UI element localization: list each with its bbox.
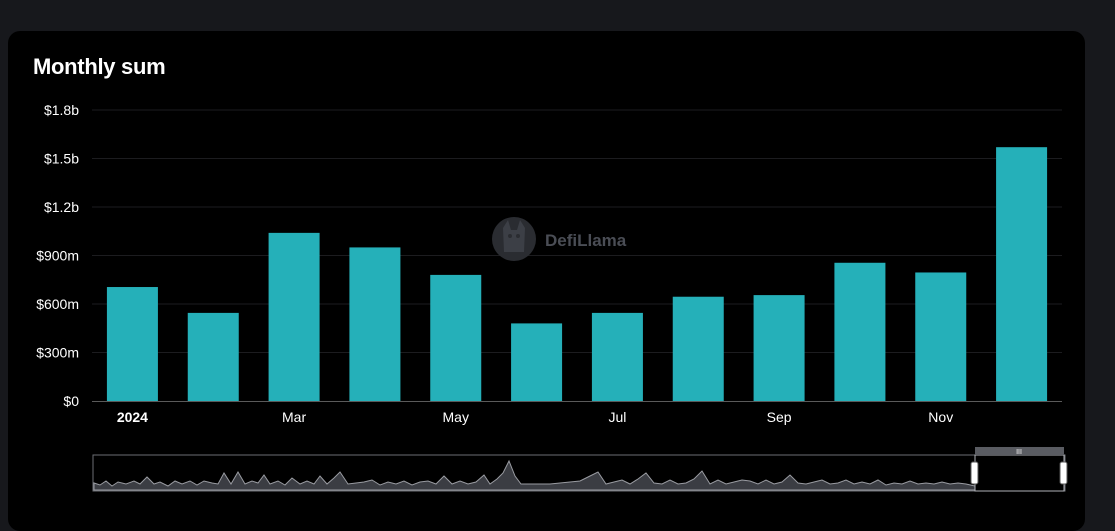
bar-2024-04[interactable]: [349, 247, 401, 401]
chart-title: Monthly sum: [33, 54, 166, 79]
y-axis-labels: $0 $300m $600m $900m $1.2b $1.5b $1.8b: [36, 102, 79, 409]
y-tick-label: $600m: [36, 296, 79, 312]
bar-2024-01[interactable]: [106, 287, 158, 401]
x-tick-label: 2024: [117, 409, 148, 425]
bar-2024-03[interactable]: [268, 232, 320, 401]
y-tick-label: $0: [63, 393, 79, 409]
bar-2024-09[interactable]: [753, 295, 805, 401]
zoom-overview-sparkline: [93, 459, 976, 491]
x-axis-labels: 2024 Mar May Jul Sep Nov: [117, 409, 953, 425]
bar-2024-05[interactable]: [430, 274, 482, 401]
bar-2024-06[interactable]: [511, 323, 563, 401]
x-tick-label: Nov: [928, 409, 953, 425]
zoom-move-handle[interactable]: [975, 447, 1064, 455]
bar-chart: $0 $300m $600m $900m $1.2b $1.5b $1.8b DefiLla…: [36, 102, 1068, 492]
bar-2024-10[interactable]: [834, 262, 886, 401]
x-tick-label: Jul: [608, 409, 626, 425]
bar-2024-02[interactable]: [187, 312, 239, 401]
grid-lines: [92, 109, 1062, 353]
zoom-right-handle[interactable]: [1059, 461, 1068, 485]
chart-card: [8, 31, 1085, 531]
y-tick-label: $900m: [36, 248, 79, 264]
y-tick-label: $1.2b: [44, 199, 79, 215]
zoom-selection-window[interactable]: [974, 454, 1065, 492]
bar-2024-11[interactable]: [915, 272, 967, 401]
bar-2024-08[interactable]: [672, 296, 724, 401]
watermark: DefiLlama: [492, 217, 627, 261]
bar-2024-12[interactable]: [996, 147, 1048, 401]
bar-2024-07[interactable]: [591, 312, 643, 401]
x-tick-label: Sep: [767, 409, 792, 425]
x-tick-label: Mar: [282, 409, 306, 425]
y-tick-label: $1.8b: [44, 102, 79, 118]
zoom-slider[interactable]: III: [92, 447, 1068, 492]
bars: [106, 147, 1048, 401]
zoom-move-grip: III: [1016, 449, 1022, 456]
zoom-left-handle[interactable]: [970, 461, 979, 485]
y-tick-label: $1.5b: [44, 151, 79, 167]
y-tick-label: $300m: [36, 345, 79, 361]
x-tick-label: May: [443, 409, 469, 425]
llama-logo-icon: [492, 217, 536, 261]
watermark-text: DefiLlama: [545, 231, 627, 250]
